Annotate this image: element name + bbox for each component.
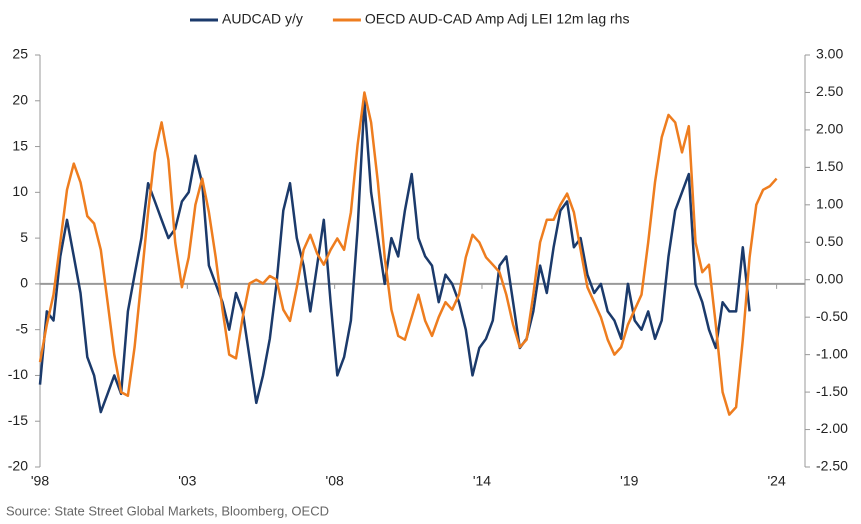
- y-tick-label: -15: [8, 412, 28, 428]
- x-tick-label: '24: [767, 473, 785, 489]
- y-tick-label: 0: [20, 275, 28, 291]
- y2-tick-label: 0.50: [816, 233, 843, 249]
- x-tick-label: '19: [620, 473, 638, 489]
- y2-tick-label: -1.50: [816, 383, 848, 399]
- x-tick-label: '98: [31, 473, 49, 489]
- y2-tick-label: 1.00: [816, 196, 843, 212]
- series-line: [38, 91, 778, 416]
- y-tick-label: 15: [12, 137, 28, 153]
- y2-tick-label: 1.50: [816, 158, 843, 174]
- y2-tick-label: 3.00: [816, 46, 843, 62]
- y2-tick-label: 0.00: [816, 270, 843, 286]
- x-tick-label: '14: [473, 473, 491, 489]
- x-tick-label: '03: [178, 473, 196, 489]
- y2-tick-label: -0.50: [816, 308, 848, 324]
- y2-tick-label: 2.50: [816, 83, 843, 99]
- y-tick-label: 5: [20, 229, 28, 245]
- y2-tick-label: -2.50: [816, 458, 848, 474]
- source-note: Source: State Street Global Markets, Blo…: [6, 503, 329, 518]
- y-tick-label: 20: [12, 91, 28, 107]
- legend-label: AUDCAD y/y: [222, 11, 303, 27]
- y-tick-label: -10: [8, 366, 28, 382]
- y-tick-label: 25: [12, 46, 28, 62]
- y2-tick-label: -1.00: [816, 345, 848, 361]
- y2-tick-label: -2.00: [816, 420, 848, 436]
- y-tick-label: -20: [8, 458, 28, 474]
- legend-label: OECD AUD-CAD Amp Adj LEI 12m lag rhs: [365, 11, 630, 27]
- series-line: [38, 99, 751, 414]
- y-tick-label: 10: [12, 183, 28, 199]
- y2-tick-label: 2.00: [816, 121, 843, 137]
- y-tick-label: -5: [16, 320, 29, 336]
- x-tick-label: '08: [326, 473, 344, 489]
